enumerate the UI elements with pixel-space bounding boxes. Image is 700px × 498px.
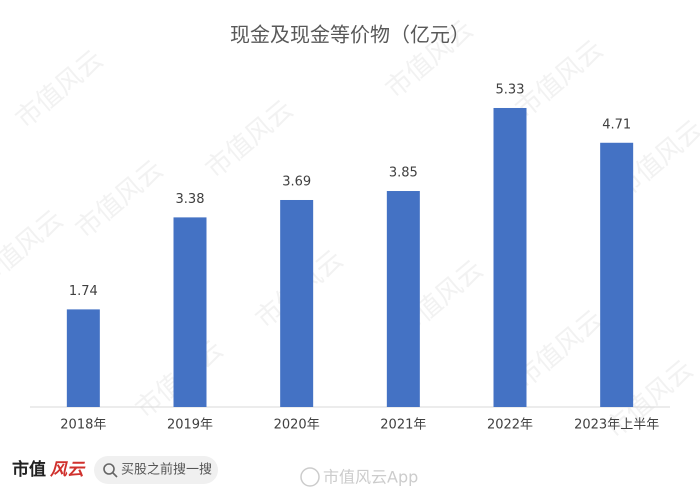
value-label: 3.85 bbox=[389, 166, 418, 181]
bar bbox=[173, 217, 207, 407]
search-box[interactable] bbox=[94, 456, 218, 484]
x-tick-label: 2019年 bbox=[167, 418, 213, 433]
x-tick-label: 2018年 bbox=[60, 418, 106, 433]
search-text: 买股之前搜一搜 bbox=[121, 462, 212, 478]
value-label: 5.33 bbox=[496, 82, 525, 97]
search-icon bbox=[103, 463, 115, 475]
footer-mark: 市值风云App bbox=[323, 468, 418, 487]
value-label: 3.69 bbox=[282, 174, 311, 189]
x-tick-label: 2020年 bbox=[274, 418, 320, 433]
logo-right: 风云 bbox=[50, 460, 86, 480]
logo-left: 市值 bbox=[12, 459, 46, 480]
value-label: 1.74 bbox=[69, 284, 98, 299]
footer: 市值 风云 买股之前搜一搜 市值风云App bbox=[12, 456, 418, 487]
value-label: 4.71 bbox=[602, 117, 631, 132]
value-label: 3.38 bbox=[176, 192, 205, 207]
bar bbox=[66, 309, 100, 407]
bar bbox=[493, 107, 527, 407]
chart-title: 现金及现金等价物（亿元） bbox=[230, 23, 470, 47]
x-tick-label: 2022年 bbox=[487, 418, 533, 433]
bar bbox=[386, 191, 420, 407]
x-tick-label: 2023年上半年 bbox=[574, 418, 659, 433]
search-icon-handle bbox=[112, 472, 118, 478]
bar bbox=[600, 142, 634, 408]
bar bbox=[280, 199, 314, 407]
x-tick-label: 2021年 bbox=[380, 418, 426, 433]
footer-icon bbox=[300, 467, 320, 487]
